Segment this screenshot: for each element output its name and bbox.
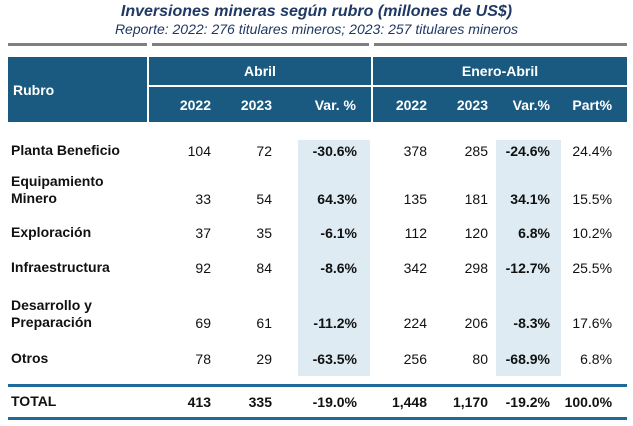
row-label: Exploración	[11, 223, 92, 240]
cell-abril-2023: 61	[256, 315, 272, 331]
enero-abril-var-highlight-band	[496, 140, 561, 376]
cell-abril-var: -8.6%	[320, 260, 357, 276]
cell-abril-2023: 29	[256, 351, 272, 367]
column-header-ea-2023: 2023	[434, 85, 494, 122]
total-ea-2022: 1,448	[372, 384, 434, 420]
cell-ea-2023: 206	[464, 315, 488, 331]
cell-ea-2023: 80	[472, 351, 488, 367]
cell-ea-part: 6.8%	[580, 351, 613, 367]
total-ea-var: -19.2%	[494, 384, 562, 420]
table-row: Infraestructura 92 84 -8.6% 342 298 -12.…	[8, 250, 627, 285]
cell-abril-var: -63.5%	[312, 351, 357, 367]
cell-ea-2023: 120	[464, 225, 488, 241]
row-label: Infraestructura	[11, 258, 110, 275]
cell-abril-2022: 104	[187, 143, 211, 159]
cell-ea-2022: 112	[404, 225, 427, 241]
row-label: Otros	[11, 349, 49, 366]
row-label: Desarrollo y Preparación	[11, 296, 92, 330]
top-divider-segment	[8, 43, 147, 46]
table-row: Otros 78 29 -63.5% 256 80 -68.9% 6.8%	[8, 340, 627, 376]
top-divider-segment	[152, 43, 369, 46]
cell-abril-var: -30.6%	[312, 143, 357, 159]
cell-abril-2023: 84	[256, 260, 272, 276]
column-header-ea-var: Var.%	[494, 85, 562, 122]
cell-abril-2022: 69	[195, 315, 211, 331]
cell-ea-var: 6.8%	[518, 225, 550, 241]
total-abril-2022: 413	[148, 384, 218, 420]
top-divider-segment	[374, 43, 627, 46]
column-header-abril-2022: 2022	[147, 85, 218, 122]
total-label: TOTAL	[8, 384, 148, 420]
table-header: Rubro Abril Enero-Abril 2022 2023 Var. %…	[8, 57, 628, 122]
row-label: Planta Beneficio	[11, 141, 120, 158]
abril-var-highlight-band	[298, 140, 370, 376]
cell-ea-2022: 378	[403, 143, 427, 159]
spacer-row	[8, 376, 627, 386]
table-row: Desarrollo y Preparación 69 61 -11.2% 22…	[8, 285, 627, 340]
total-ea-part: 100.0%	[562, 384, 628, 420]
cell-ea-var: -24.6%	[505, 143, 550, 159]
cell-abril-2022: 78	[195, 351, 211, 367]
column-group-abril: Abril	[147, 57, 372, 86]
column-group-enero-abril: Enero-Abril	[370, 57, 628, 86]
cell-ea-2023: 181	[464, 191, 488, 207]
cell-ea-2023: 285	[464, 143, 488, 159]
cell-abril-var: -11.2%	[313, 315, 357, 331]
column-header-rubro: Rubro	[8, 57, 148, 122]
column-header-ea-part: Part%	[562, 85, 628, 122]
column-header-ea-2022: 2022	[371, 85, 434, 122]
cell-abril-2022: 33	[195, 191, 211, 207]
cell-ea-var: -8.3%	[513, 315, 550, 331]
cell-ea-part: 25.5%	[572, 260, 613, 276]
cell-ea-var: -68.9%	[505, 351, 550, 367]
cell-ea-var: -12.7%	[505, 260, 550, 276]
page-subtitle: Reporte: 2022: 276 titulares mineros; 20…	[114, 21, 519, 37]
inversiones-mineras-table: Rubro Abril Enero-Abril 2022 2023 Var. %…	[8, 57, 628, 420]
row-label: Equipamiento Minero	[11, 172, 104, 206]
cell-abril-2023: 35	[256, 225, 272, 241]
cell-ea-part: 24.4%	[572, 143, 613, 159]
cell-ea-part: 15.5%	[572, 191, 613, 207]
cell-ea-2022: 135	[403, 191, 427, 207]
table-row: Exploración 37 35 -6.1% 112 120 6.8% 10.…	[8, 216, 627, 250]
table-row: Equipamiento Minero 33 54 64.3% 135 181 …	[8, 168, 627, 216]
cell-ea-part: 10.2%	[572, 225, 613, 241]
cell-abril-2023: 72	[256, 143, 272, 159]
cell-abril-2023: 54	[256, 191, 272, 207]
total-row: TOTAL 413 335 -19.0% 1,448 1,170 -19.2% …	[8, 384, 628, 420]
cell-ea-2022: 256	[403, 351, 427, 367]
cell-ea-part: 17.6%	[572, 315, 613, 331]
total-ea-2023: 1,170	[434, 384, 494, 420]
cell-ea-2022: 224	[403, 315, 427, 331]
cell-ea-var: 34.1%	[510, 191, 550, 207]
column-header-abril-2023: 2023	[218, 85, 280, 122]
cell-abril-2022: 37	[195, 225, 211, 241]
cell-abril-2022: 92	[195, 260, 211, 276]
cell-abril-var: 64.3%	[317, 191, 357, 207]
cell-ea-2023: 298	[464, 260, 488, 276]
table-row: Planta Beneficio 104 72 -30.6% 378 285 -…	[8, 122, 627, 168]
column-header-abril-var: Var. %	[280, 85, 372, 122]
cell-abril-var: -6.1%	[320, 225, 357, 241]
cell-ea-2022: 342	[403, 260, 427, 276]
total-abril-var: -19.0%	[280, 384, 372, 420]
page-title: Inversiones mineras según rubro (millone…	[120, 3, 513, 20]
total-abril-2023: 335	[218, 384, 280, 420]
